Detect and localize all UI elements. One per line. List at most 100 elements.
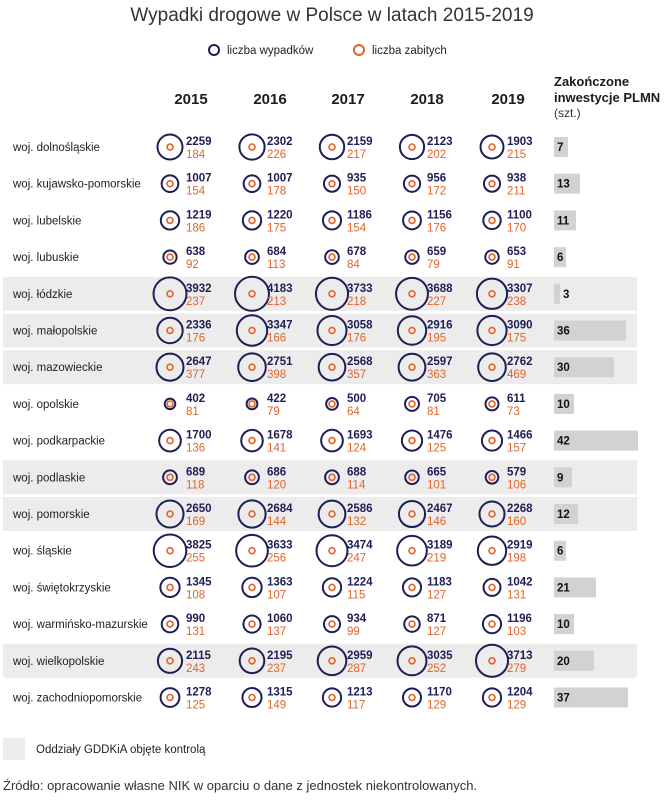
fatalities-circle — [328, 693, 336, 702]
fatalities-value: 215 — [507, 149, 526, 161]
fatalities-value: 131 — [507, 589, 526, 601]
accidents-circle — [318, 133, 346, 161]
fatalities-value: 287 — [347, 663, 366, 675]
accidents-circle — [235, 533, 269, 568]
investments-bar — [554, 430, 638, 451]
investments-value: 13 — [557, 179, 570, 191]
fatalities-circle — [328, 656, 336, 665]
region-name: woj. dolnośląskie — [12, 142, 100, 154]
year-header-2019: 2019 — [491, 91, 524, 108]
investments-bar — [554, 247, 566, 268]
accidents-value: 2195 — [267, 650, 293, 662]
accidents-value: 1345 — [186, 576, 212, 588]
fatalities-circle — [488, 473, 496, 482]
audited-legend-label: Oddziały GDDKiA objęte kontrolą — [36, 744, 206, 756]
fatalities-value: 172 — [427, 186, 446, 198]
accidents-value: 1903 — [507, 136, 533, 148]
fatalities-value: 176 — [186, 333, 205, 345]
investments-bar — [554, 320, 626, 341]
fatalities-value: 99 — [347, 626, 360, 638]
fatalities-circle — [488, 510, 496, 518]
accidents-value: 579 — [507, 466, 526, 478]
accidents-value: 2650 — [186, 503, 212, 515]
accidents-value: 1186 — [347, 209, 372, 221]
fatalities-circle — [408, 289, 416, 298]
accidents-value: 2336 — [186, 320, 212, 332]
accidents-circle — [480, 429, 504, 452]
accidents-circle — [237, 352, 267, 382]
fatalities-circle — [248, 179, 256, 188]
fatalities-circle — [166, 216, 174, 225]
fatalities-circle — [408, 363, 416, 372]
accidents-value: 2123 — [427, 136, 453, 148]
accidents-circle — [403, 615, 421, 633]
accidents-circle — [316, 645, 348, 677]
investments-value: 20 — [557, 656, 570, 668]
accidents-circle — [475, 277, 509, 310]
fatalities-circle — [328, 620, 336, 628]
investments-bar — [554, 614, 574, 635]
accidents-circle — [314, 276, 350, 311]
accidents-circle — [163, 397, 177, 411]
source-note: Źródło: opracowanie własne NIK w oparciu… — [3, 778, 477, 793]
legend-accidents-label: liczba wypadków — [227, 45, 314, 57]
fatalities-circle — [488, 583, 496, 592]
fatalities-value: 84 — [347, 259, 360, 271]
accidents-value: 2916 — [427, 320, 453, 332]
accidents-circle — [398, 133, 426, 161]
fatalities-value: 363 — [427, 369, 446, 381]
legend: liczba wypadków liczba zabitych — [208, 44, 447, 57]
region-name: woj. śląskie — [12, 546, 72, 558]
fatalities-circle — [488, 546, 496, 555]
fatalities-circle — [328, 583, 336, 592]
fatalities-value: 227 — [427, 296, 446, 308]
fatalities-circle — [248, 693, 256, 702]
year-header-2017: 2017 — [331, 91, 364, 108]
fatalities-value: 169 — [186, 516, 205, 528]
fatalities-circle — [248, 620, 256, 628]
fatalities-circle — [488, 253, 496, 261]
accidents-circle — [317, 352, 347, 382]
audited-band-region-9 — [3, 460, 637, 495]
fatalities-circle — [248, 510, 256, 518]
accidents-value: 3058 — [347, 320, 373, 332]
fatalities-value: 150 — [347, 186, 366, 198]
accidents-circle — [402, 174, 422, 193]
investments-value: 36 — [557, 326, 570, 338]
accidents-circle — [241, 686, 263, 709]
accidents-value: 611 — [507, 393, 526, 405]
fatalities-circle — [328, 289, 336, 298]
accidents-value: 1204 — [507, 687, 533, 699]
accidents-value: 3688 — [427, 283, 453, 295]
accidents-circle — [242, 174, 262, 194]
accidents-circle — [237, 499, 267, 529]
accidents-value: 2586 — [347, 503, 373, 515]
audited-bands — [3, 276, 637, 678]
fatalities-value: 217 — [347, 149, 366, 161]
fatalities-value: 377 — [186, 369, 205, 381]
accidents-circle — [152, 533, 188, 568]
accidents-value: 3035 — [427, 650, 453, 662]
fatalities-value: 218 — [347, 296, 366, 308]
accidents-value: 1678 — [267, 430, 293, 442]
accidents-value: 3932 — [186, 283, 212, 295]
fatalities-circle — [488, 289, 496, 298]
accidents-value: 689 — [186, 466, 205, 478]
fatalities-value: 198 — [507, 553, 526, 565]
accidents-circle — [159, 576, 181, 599]
fatalities-circle — [248, 326, 256, 335]
accidents-circle — [404, 249, 420, 265]
investments-bar — [554, 283, 560, 304]
investments-bar — [554, 577, 596, 598]
accidents-circle — [324, 469, 340, 486]
fatalities-value: 118 — [186, 479, 204, 491]
accidents-circle — [155, 352, 185, 382]
investments-header-line2: inwestycje PLMN — [554, 90, 660, 105]
fatalities-value: 103 — [507, 626, 526, 638]
region-name: woj. podlaskie — [12, 472, 85, 484]
investments-value: 7 — [557, 142, 563, 154]
accidents-value: 3713 — [507, 650, 533, 662]
investments-value: 3 — [563, 289, 569, 301]
fatalities-circle — [166, 510, 174, 518]
